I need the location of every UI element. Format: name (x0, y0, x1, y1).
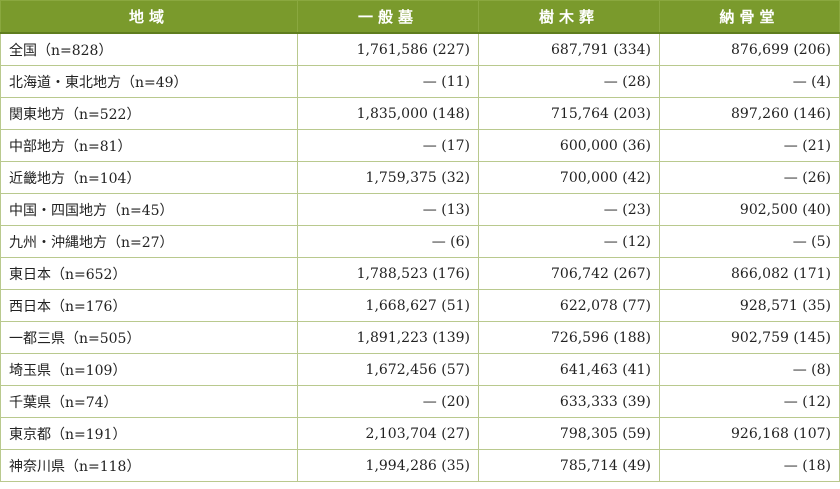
region-cell: 九州・沖縄地方（n=27） (0, 225, 298, 258)
columbarium-cell: 876,699 (206) (659, 32, 840, 66)
region-cell: 埼玉県（n=109） (0, 353, 298, 386)
tree-burial-cell: 706,742 (267) (478, 257, 660, 290)
columbarium-cell: 902,500 (40) (659, 193, 840, 226)
region-cell: 関東地方（n=522） (0, 97, 298, 130)
region-cell: 神奈川県（n=118） (0, 449, 298, 482)
general-grave-cell: 1,668,627 (51) (297, 289, 479, 322)
region-cell: 中部地方（n=81） (0, 129, 298, 162)
header-row: 地域 一般墓 樹木葬 納骨堂 (0, 0, 840, 34)
tree-burial-cell: — (23) (478, 193, 660, 226)
tree-burial-cell: 687,791 (334) (478, 32, 660, 66)
tree-burial-cell: 633,333 (39) (478, 385, 660, 418)
general-grave-cell: 1,994,286 (35) (297, 449, 479, 482)
columbarium-cell: — (21) (659, 129, 840, 162)
table-row: 西日本（n=176） 1,668,627 (51) 622,078 (77) 928,… (0, 289, 840, 322)
general-grave-cell: 1,788,523 (176) (297, 257, 479, 290)
tree-burial-cell: 715,764 (203) (478, 97, 660, 130)
table-row: 一都三県（n=505） 1,891,223 (139) 726,596 (188) 9… (0, 321, 840, 354)
general-grave-cell: — (17) (297, 129, 479, 162)
columbarium-cell: — (18) (659, 449, 840, 482)
general-grave-cell: 1,759,375 (32) (297, 161, 479, 194)
tree-burial-cell: 600,000 (36) (478, 129, 660, 162)
region-cell: 近畿地方（n=104） (0, 161, 298, 194)
table-row: 北海道・東北地方（n=49） — (11) — (28) — (4) (0, 65, 840, 98)
region-cell: 千葉県（n=74） (0, 385, 298, 418)
region-cell: 一都三県（n=505） (0, 321, 298, 354)
columbarium-cell: 928,571 (35) (659, 289, 840, 322)
region-cell: 北海道・東北地方（n=49） (0, 65, 298, 98)
table-row: 東京都（n=191） 2,103,704 (27) 798,305 (59) 926,… (0, 417, 840, 450)
general-grave-cell: 1,761,586 (227) (297, 32, 479, 66)
table-row: 中部地方（n=81） — (17) 600,000 (36) — (21) (0, 129, 840, 162)
table-row: 全国（n=828） 1,761,586 (227) 687,791 (334) 876… (0, 32, 840, 66)
table-row: 埼玉県（n=109） 1,672,456 (57) 641,463 (41) — (8… (0, 353, 840, 386)
columbarium-cell: — (8) (659, 353, 840, 386)
table-row: 関東地方（n=522） 1,835,000 (148) 715,764 (203) 8… (0, 97, 840, 130)
general-grave-cell: — (6) (297, 225, 479, 258)
columbarium-cell: 902,759 (145) (659, 321, 840, 354)
general-grave-cell: — (20) (297, 385, 479, 418)
columbarium-cell: — (26) (659, 161, 840, 194)
table-row: 中国・四国地方（n=45） — (13) — (23) 902,500 (40) (0, 193, 840, 226)
columbarium-cell: — (5) (659, 225, 840, 258)
header-columbarium: 納骨堂 (659, 0, 840, 34)
table-row: 神奈川県（n=118） 1,994,286 (35) 785,714 (49) — (… (0, 449, 840, 482)
table-row: 九州・沖縄地方（n=27） — (6) — (12) — (5) (0, 225, 840, 258)
tree-burial-cell: 798,305 (59) (478, 417, 660, 450)
tree-burial-cell: 622,078 (77) (478, 289, 660, 322)
tree-burial-cell: 785,714 (49) (478, 449, 660, 482)
table-row: 東日本（n=652） 1,788,523 (176) 706,742 (267) 86… (0, 257, 840, 290)
general-grave-cell: 1,835,000 (148) (297, 97, 479, 130)
header-general-grave: 一般墓 (297, 0, 479, 34)
header-tree-burial: 樹木葬 (478, 0, 660, 34)
general-grave-cell: — (13) (297, 193, 479, 226)
columbarium-cell: 897,260 (146) (659, 97, 840, 130)
tree-burial-cell: 641,463 (41) (478, 353, 660, 386)
general-grave-cell: — (11) (297, 65, 479, 98)
region-cell: 中国・四国地方（n=45） (0, 193, 298, 226)
general-grave-cell: 2,103,704 (27) (297, 417, 479, 450)
header-region: 地域 (0, 0, 298, 34)
tree-burial-cell: 700,000 (42) (478, 161, 660, 194)
tree-burial-cell: — (12) (478, 225, 660, 258)
columbarium-cell: 926,168 (107) (659, 417, 840, 450)
tree-burial-cell: 726,596 (188) (478, 321, 660, 354)
table-row: 近畿地方（n=104） 1,759,375 (32) 700,000 (42) — (… (0, 161, 840, 194)
columbarium-cell: — (4) (659, 65, 840, 98)
tree-burial-cell: — (28) (478, 65, 660, 98)
region-cell: 東日本（n=652） (0, 257, 298, 290)
table-row: 千葉県（n=74） — (20) 633,333 (39) — (12) (0, 385, 840, 418)
columbarium-cell: — (12) (659, 385, 840, 418)
region-cell: 西日本（n=176） (0, 289, 298, 322)
general-grave-cell: 1,891,223 (139) (297, 321, 479, 354)
region-cell: 全国（n=828） (0, 32, 298, 66)
general-grave-cell: 1,672,456 (57) (297, 353, 479, 386)
columbarium-cell: 866,082 (171) (659, 257, 840, 290)
region-cell: 東京都（n=191） (0, 417, 298, 450)
table-header: 地域 一般墓 樹木葬 納骨堂 (0, 0, 840, 34)
table-body: 全国（n=828） 1,761,586 (227) 687,791 (334) 876… (0, 32, 840, 482)
